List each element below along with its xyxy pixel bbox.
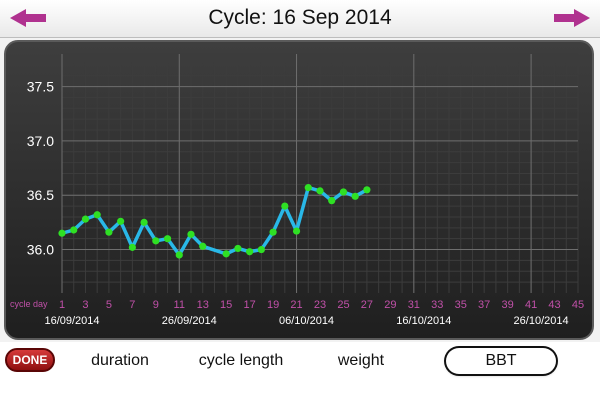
y-tick-label: 36.0 <box>27 242 54 258</box>
x-tick-label: 11 <box>174 299 185 311</box>
y-tick-label: 37.0 <box>27 133 54 149</box>
x-tick-label: 9 <box>153 299 159 311</box>
tab-bbt[interactable]: BBT <box>446 348 556 374</box>
data-point <box>70 226 78 234</box>
data-point <box>304 184 312 192</box>
data-point <box>363 186 371 194</box>
done-button[interactable]: DONE <box>5 348 55 372</box>
x-tick-label: 43 <box>548 299 560 311</box>
x-tick-label: 5 <box>106 299 112 311</box>
x-tick-label: 3 <box>82 299 88 311</box>
data-point <box>292 227 301 235</box>
x-tick-label: 25 <box>337 299 349 311</box>
date-label: 26/09/2014 <box>162 315 217 327</box>
x-tick-label: 45 <box>572 299 584 311</box>
bottom-toolbar: DONE duration cycle length weight BBT <box>0 342 600 400</box>
x-tick-label: 7 <box>129 299 135 311</box>
tab-duration[interactable]: duration <box>91 352 149 369</box>
x-tick-label: 19 <box>267 299 279 311</box>
x-tick-label: 17 <box>244 299 256 311</box>
data-point <box>257 245 265 254</box>
chart-panel: 36.0 36.5 37.0 37.5 cycle day 1 3 5 7 9 11 13 15 17 19… <box>4 40 594 340</box>
x-tick-label: 23 <box>314 299 326 311</box>
data-point <box>163 235 172 243</box>
left-arrow-icon[interactable] <box>8 7 48 29</box>
data-point <box>339 188 348 196</box>
x-tick-label: 41 <box>525 299 537 311</box>
x-tick-label: 33 <box>431 299 443 311</box>
data-point <box>281 202 289 210</box>
data-point <box>81 215 90 223</box>
x-tick-label: 21 <box>290 299 302 311</box>
x-tick-label: 35 <box>455 299 467 311</box>
data-point <box>187 230 195 238</box>
page-title: Cycle: 16 Sep 2014 <box>208 6 392 29</box>
tab-cycle-length[interactable]: cycle length <box>198 352 284 369</box>
data-point <box>93 211 101 219</box>
data-point <box>269 228 277 236</box>
x-tick-label: 15 <box>220 299 232 311</box>
data-point <box>316 187 324 195</box>
data-point <box>140 218 148 226</box>
data-point <box>117 217 125 225</box>
x-tick-label: 37 <box>478 299 490 311</box>
data-point <box>222 250 230 258</box>
x-axis-label: cycle day <box>10 299 48 309</box>
x-tick-label: 39 <box>502 299 514 311</box>
date-label: 16/09/2014 <box>44 315 99 327</box>
data-point <box>199 242 207 250</box>
data-point <box>105 228 113 236</box>
x-tick-label: 29 <box>384 299 396 311</box>
date-label: 06/10/2014 <box>279 315 334 327</box>
date-label: 16/10/2014 <box>396 315 451 327</box>
data-point <box>234 244 242 253</box>
data-point <box>128 243 136 251</box>
title-bar: Cycle: 16 Sep 2014 <box>0 0 600 38</box>
data-point <box>152 237 160 245</box>
data-point <box>351 192 359 200</box>
date-label: 26/10/2014 <box>514 315 569 327</box>
x-tick-label: 13 <box>197 299 209 311</box>
data-point <box>246 248 254 256</box>
y-tick-label: 36.5 <box>27 187 54 203</box>
data-point <box>175 251 183 259</box>
y-tick-label: 37.5 <box>27 79 54 95</box>
right-arrow-icon[interactable] <box>552 7 592 29</box>
x-tick-label: 31 <box>408 299 420 311</box>
tab-weight[interactable]: weight <box>337 352 385 369</box>
data-point <box>328 197 336 205</box>
x-tick-label: 27 <box>361 299 373 311</box>
x-tick-label: 1 <box>59 299 65 311</box>
data-point <box>58 229 66 237</box>
